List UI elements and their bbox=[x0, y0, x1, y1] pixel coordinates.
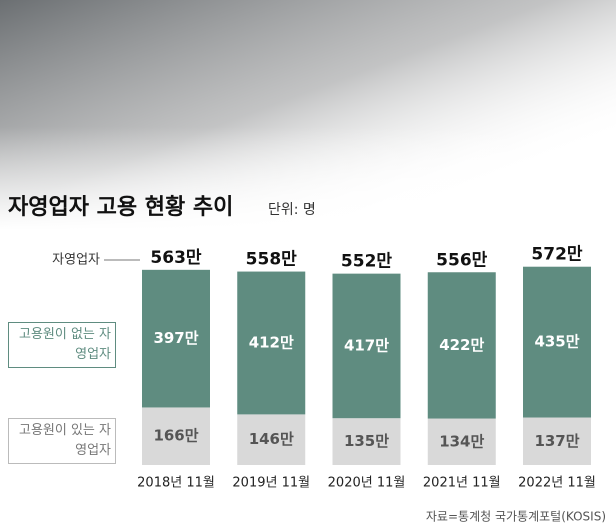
photo-fade bbox=[0, 0, 616, 230]
unit-label: 단위: 명 bbox=[268, 202, 316, 218]
bar-segment bbox=[427, 272, 496, 419]
total-label: 552만 bbox=[341, 252, 392, 272]
x-tick-label: 2021년 11월 bbox=[423, 476, 501, 491]
chart-title: 자영업자 고용 현황 추이 bbox=[8, 195, 233, 220]
segment-label: 397만 bbox=[153, 329, 198, 347]
x-tick-label: 2020년 11월 bbox=[328, 476, 406, 491]
source: 자료=통계청 국가통계포털(KOSIS) bbox=[426, 510, 606, 524]
total-label: 572만 bbox=[531, 245, 582, 265]
segment-label: 135만 bbox=[344, 432, 389, 450]
x-tick-label: 2018년 11월 bbox=[137, 476, 215, 491]
segment-label: 412만 bbox=[249, 333, 294, 351]
total-label: 558만 bbox=[246, 250, 297, 270]
total-label: 563만 bbox=[150, 248, 201, 268]
bar-segment bbox=[332, 273, 401, 419]
segment-label: 146만 bbox=[249, 430, 294, 448]
total-label: 556만 bbox=[436, 250, 487, 270]
bar-segment bbox=[237, 414, 306, 465]
total-legend: 자영업자 bbox=[52, 253, 100, 268]
x-tick-label: 2019년 11월 bbox=[232, 476, 310, 491]
x-tick-label: 2022년 11월 bbox=[518, 476, 596, 491]
segment-label: 137만 bbox=[534, 432, 579, 450]
bar-segment bbox=[332, 418, 401, 465]
segment-label: 166만 bbox=[153, 427, 198, 445]
segment-label: 134만 bbox=[439, 432, 484, 450]
bar-segment bbox=[142, 407, 210, 465]
segment-label: 422만 bbox=[439, 336, 484, 354]
segment-label: 417만 bbox=[344, 336, 389, 354]
bar-segment bbox=[427, 418, 496, 465]
legend-label: 고용원이 있는 자영업자 bbox=[8, 418, 116, 464]
bar-segment bbox=[523, 266, 591, 418]
bar-segment bbox=[523, 417, 591, 465]
segment-label: 435만 bbox=[534, 333, 579, 351]
legend-label: 고용원이 없는 자영업자 bbox=[8, 322, 116, 368]
bar-segment bbox=[142, 269, 210, 408]
bar-segment bbox=[237, 271, 306, 415]
